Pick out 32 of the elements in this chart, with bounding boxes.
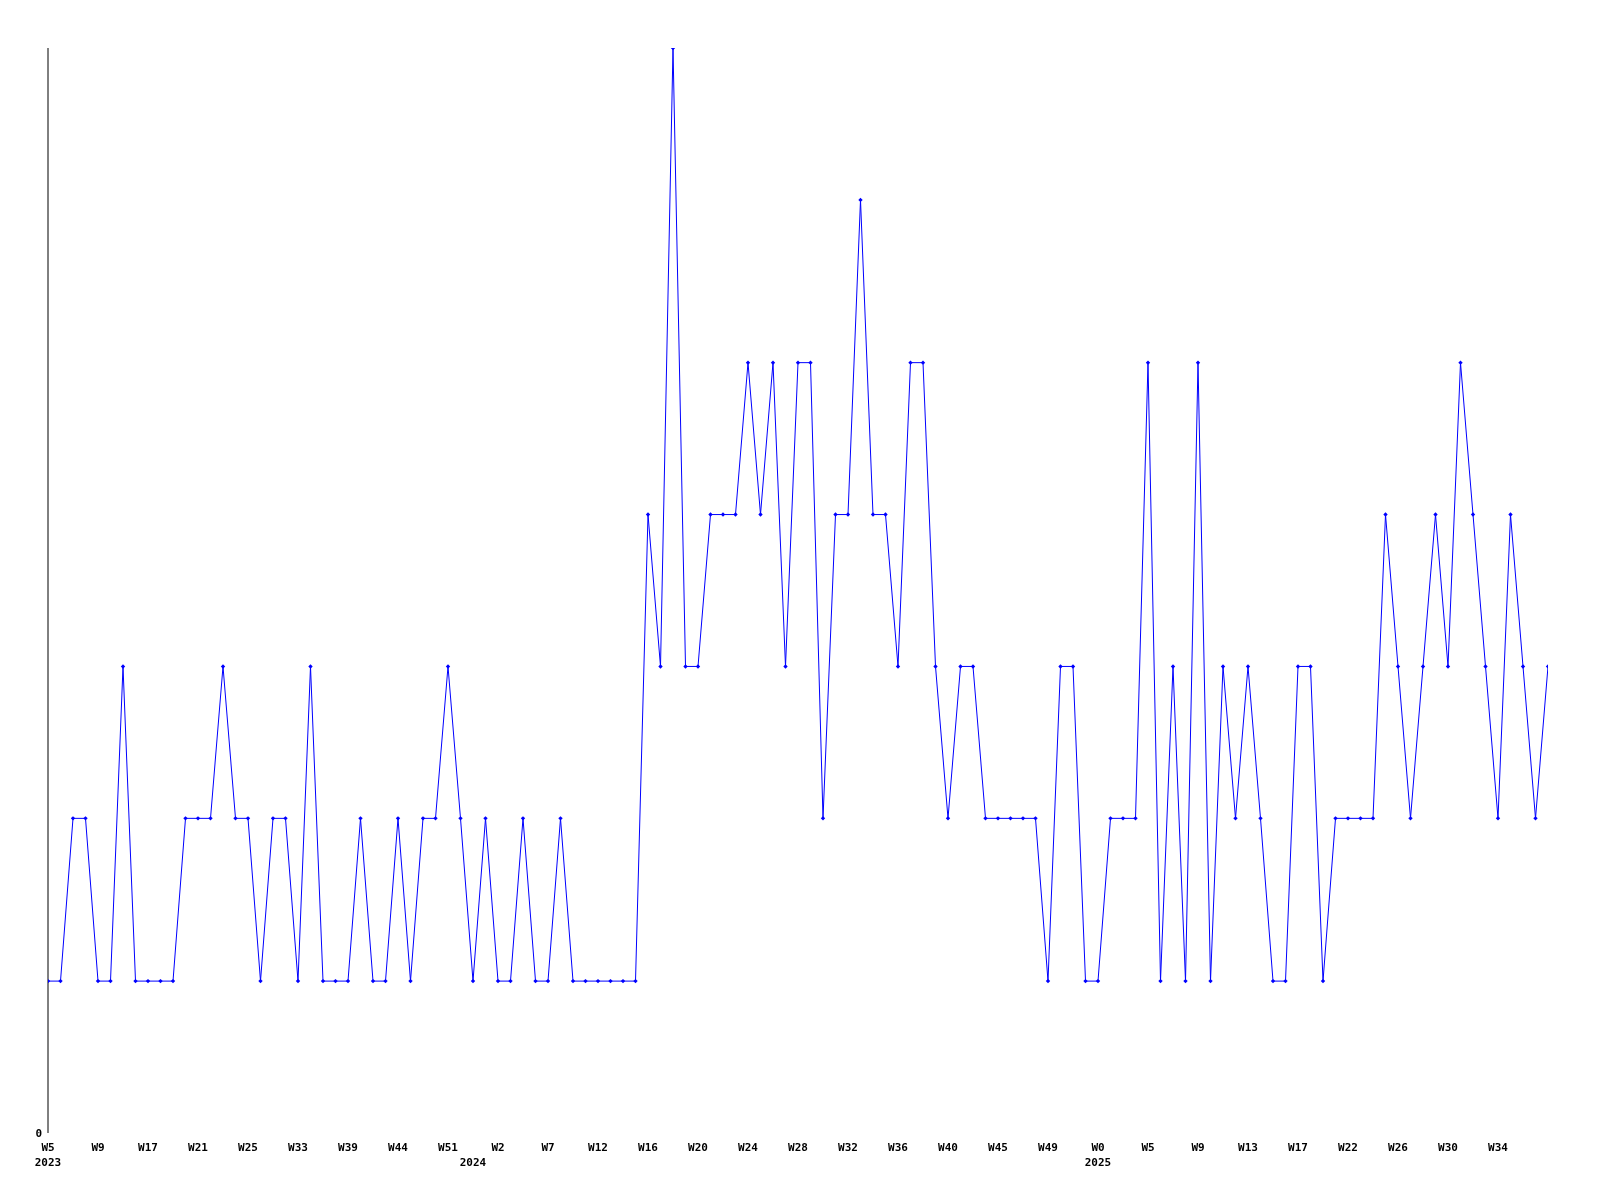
x-tick-label: W7	[541, 1141, 555, 1154]
annotation: 0	[35, 1127, 42, 1140]
x-tick-label: W9	[1191, 1141, 1205, 1154]
x-tick-label: W45	[988, 1141, 1008, 1154]
x-tick-label: W17	[138, 1141, 158, 1154]
x-tick-label: W51	[438, 1141, 459, 1154]
x-tick-label: W25	[238, 1141, 258, 1154]
x-tick-label: W0 2025	[1084, 1141, 1112, 1169]
x-tick-label: W5 2023	[34, 1141, 62, 1169]
x-tick-label: W49	[1038, 1141, 1058, 1154]
x-tick-label: W34	[1488, 1141, 1509, 1154]
x-tick-label: W36	[888, 1141, 909, 1154]
x-tick-label: W17	[1288, 1141, 1308, 1154]
x-tick-label: W2	[491, 1141, 505, 1154]
x-tick-label: W39	[338, 1141, 358, 1154]
x-tick-label: W21	[188, 1141, 209, 1154]
x-tick-label: W33	[288, 1141, 308, 1154]
x-tick-label: W30	[1438, 1141, 1458, 1154]
x-tick-label: W13	[1238, 1141, 1258, 1154]
x-tick-label: W26	[1388, 1141, 1409, 1154]
x-tick-label: W32	[838, 1141, 858, 1154]
x-tick-label: W44	[388, 1141, 409, 1154]
x-tick-label: W16	[638, 1141, 659, 1154]
x-tick-label: W5	[1141, 1141, 1155, 1154]
x-tick-label: 2024	[459, 1156, 487, 1169]
x-tick-label: W28	[788, 1141, 808, 1154]
x-tick-label: W9	[91, 1141, 105, 1154]
x-tick-label: W24	[738, 1141, 759, 1154]
x-tick-label: W12	[588, 1141, 608, 1154]
x-tick-label: W20	[688, 1141, 708, 1154]
x-tick-label: W22	[1338, 1141, 1358, 1154]
x-tick-label: W40	[938, 1141, 958, 1154]
